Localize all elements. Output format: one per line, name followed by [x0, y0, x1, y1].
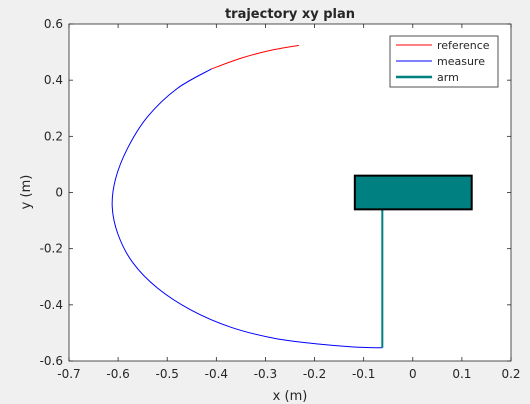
- legend-label-measure: measure: [437, 55, 485, 68]
- x-tick-label: -0.3: [254, 367, 277, 381]
- y-axis-label: y (m): [19, 175, 34, 210]
- y-tick-label: 0.6: [44, 17, 63, 31]
- legend-label-reference: reference: [437, 39, 490, 52]
- y-tick-label: 0.2: [44, 129, 63, 143]
- x-tick-label: -0.2: [303, 367, 326, 381]
- y-tick-label: 0.4: [44, 73, 63, 87]
- x-tick-label: -0.7: [57, 367, 80, 381]
- chart-title: trajectory xy plan: [225, 7, 355, 22]
- y-tick-label: -0.4: [40, 298, 63, 312]
- x-tick-label: 0.1: [452, 367, 471, 381]
- y-tick-label: -0.2: [40, 242, 63, 256]
- legend: reference measure arm: [390, 36, 498, 87]
- arm-end-effector-box: [355, 176, 472, 210]
- x-tick-label: -0.4: [205, 367, 228, 381]
- y-tick-label: -0.6: [40, 354, 63, 368]
- y-tick-label: 0: [55, 186, 63, 200]
- x-tick-label: -0.1: [352, 367, 375, 381]
- x-tick-label: -0.5: [156, 367, 179, 381]
- x-tick-label: -0.6: [106, 367, 129, 381]
- x-tick-label: 0: [409, 367, 417, 381]
- x-tick-label: 0.2: [501, 367, 520, 381]
- legend-label-arm: arm: [437, 71, 459, 84]
- x-axis-label: x (m): [273, 389, 308, 404]
